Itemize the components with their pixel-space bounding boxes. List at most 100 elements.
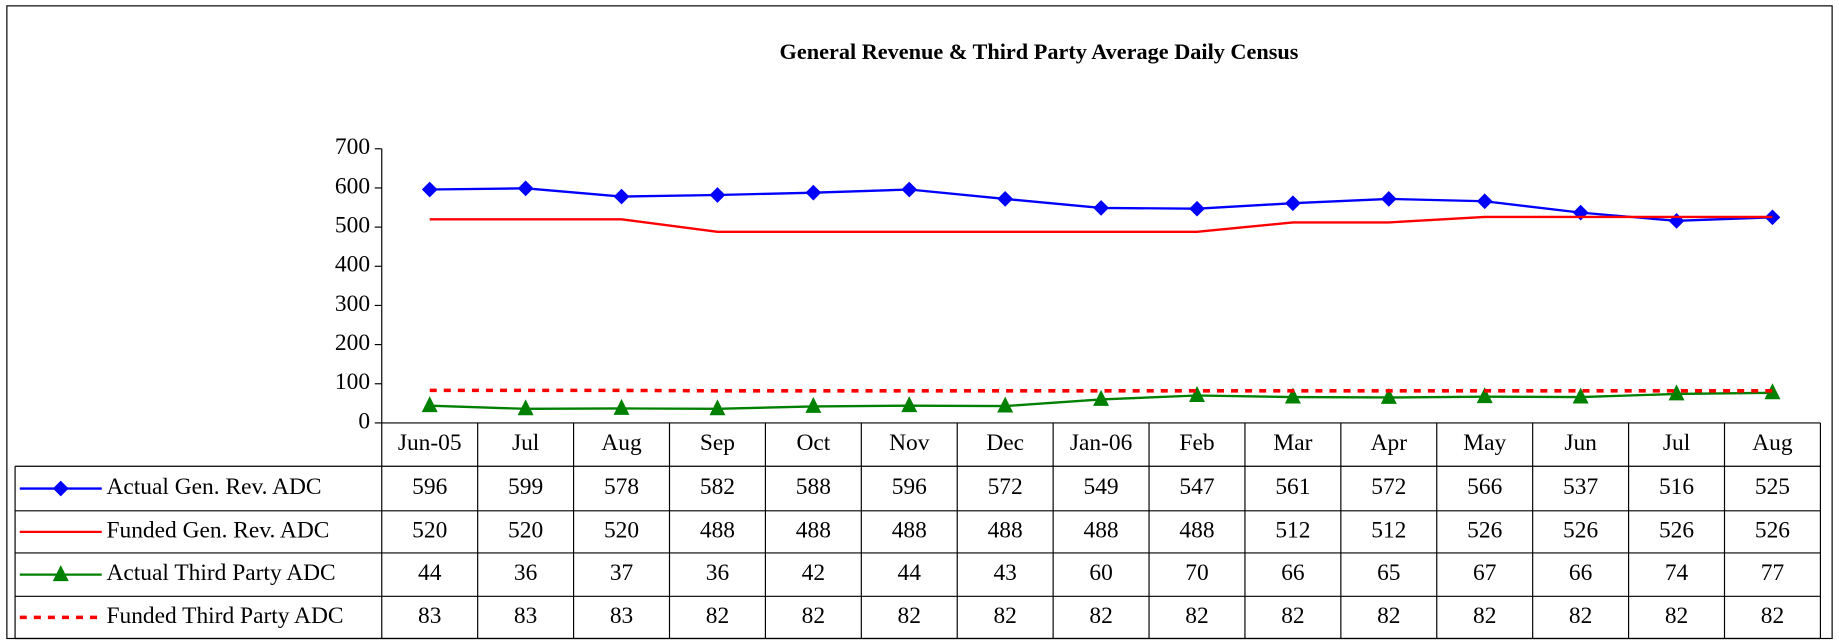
marker [1668, 384, 1685, 401]
table-value: 526 [1755, 517, 1790, 543]
marker [1284, 387, 1301, 404]
table-value: 512 [1371, 517, 1406, 543]
marker [1189, 385, 1205, 402]
y-tick-label: 100 [335, 369, 370, 395]
table-value: 82 [1377, 603, 1400, 629]
marker [1476, 387, 1493, 404]
marker [1093, 200, 1109, 216]
marker [1380, 387, 1397, 404]
table-value: 599 [508, 474, 543, 500]
table-value: 82 [1281, 603, 1304, 629]
table-value: 77 [1761, 560, 1785, 586]
x-tick-label: Jul [1663, 430, 1691, 456]
table-value: 516 [1659, 474, 1694, 500]
marker [805, 184, 822, 201]
table-value: 596 [412, 474, 447, 500]
marker [1476, 193, 1493, 210]
table-value: 520 [604, 517, 639, 543]
marker [517, 399, 534, 416]
marker [421, 181, 438, 198]
marker [517, 180, 534, 197]
chart-border [6, 5, 1833, 640]
table-value: 36 [706, 560, 730, 586]
marker [613, 188, 630, 205]
legend-label: Actual Gen. Rev. ADC [106, 474, 321, 500]
y-tick-label: 500 [335, 212, 370, 238]
table-value: 549 [1084, 474, 1119, 500]
x-tick-label: Mar [1273, 430, 1312, 456]
table-value: 44 [898, 560, 922, 586]
table-value: 82 [1761, 603, 1784, 629]
table-value: 526 [1563, 517, 1598, 543]
table-value: 525 [1755, 474, 1790, 500]
table-value: 520 [508, 517, 543, 543]
y-tick-label: 300 [335, 291, 370, 317]
x-tick-label: Apr [1371, 430, 1408, 456]
marker [613, 398, 630, 415]
table-value: 74 [1665, 560, 1689, 586]
table-value: 582 [700, 474, 735, 500]
x-tick-label: Aug [1752, 430, 1793, 456]
x-tick-label: Aug [601, 430, 642, 456]
marker [52, 480, 69, 497]
table-value: 578 [604, 474, 639, 500]
table-value: 547 [1179, 474, 1214, 500]
marker [1572, 387, 1589, 404]
table-value: 43 [993, 560, 1016, 586]
legend-label: Actual Third Party ADC [106, 560, 335, 586]
legend-label: Funded Third Party ADC [106, 603, 343, 629]
table-value: 488 [700, 517, 735, 543]
legend-label: Funded Gen. Rev. ADC [106, 517, 329, 543]
table-value: 488 [892, 517, 927, 543]
marker [1380, 191, 1397, 207]
marker [805, 396, 822, 413]
table-value: 488 [1179, 517, 1214, 543]
marker [901, 181, 918, 198]
x-tick-label: Jan-06 [1070, 430, 1133, 456]
table-value: 537 [1563, 474, 1598, 500]
table-value: 83 [418, 603, 441, 629]
chart-title: General Revenue & Third Party Average Da… [780, 39, 1299, 64]
y-tick-label: 200 [335, 330, 370, 356]
table-value: 82 [993, 603, 1016, 629]
table-value: 82 [1665, 603, 1688, 629]
table-value: 488 [796, 517, 831, 543]
marker [709, 187, 726, 203]
y-tick-label: 0 [358, 408, 370, 434]
x-tick-label: Nov [889, 430, 930, 456]
y-tick-label: 600 [335, 173, 370, 199]
y-tick-label: 700 [335, 134, 370, 160]
marker [1093, 389, 1110, 406]
table-value: 588 [796, 474, 831, 500]
table-value: 36 [514, 560, 538, 586]
table-value: 82 [1569, 603, 1592, 629]
table-value: 82 [706, 603, 729, 629]
table-value: 42 [802, 560, 825, 586]
marker [997, 191, 1014, 207]
table-value: 67 [1473, 560, 1497, 586]
marker [52, 565, 69, 582]
y-tick-label: 400 [335, 252, 370, 278]
marker [1764, 209, 1781, 226]
x-tick-label: Jul [512, 430, 540, 456]
table-value: 526 [1467, 517, 1502, 543]
table-value: 82 [1089, 603, 1112, 629]
x-tick-label: Dec [986, 430, 1024, 456]
marker [1189, 200, 1205, 217]
table-value: 60 [1089, 560, 1112, 586]
x-tick-label: Feb [1179, 430, 1214, 456]
table-value: 66 [1569, 560, 1593, 586]
table-value: 83 [610, 603, 633, 629]
marker [901, 396, 918, 413]
table-value: 512 [1275, 517, 1310, 543]
x-tick-label: Sep [700, 430, 735, 456]
table-value: 572 [988, 474, 1023, 500]
table-value: 82 [1473, 603, 1496, 629]
x-tick-label: May [1463, 430, 1506, 456]
table-value: 572 [1371, 474, 1406, 500]
table-value: 526 [1659, 517, 1694, 543]
marker [421, 396, 438, 413]
series-line [429, 215, 1773, 233]
table-value: 37 [610, 560, 634, 586]
marker [1285, 195, 1301, 212]
